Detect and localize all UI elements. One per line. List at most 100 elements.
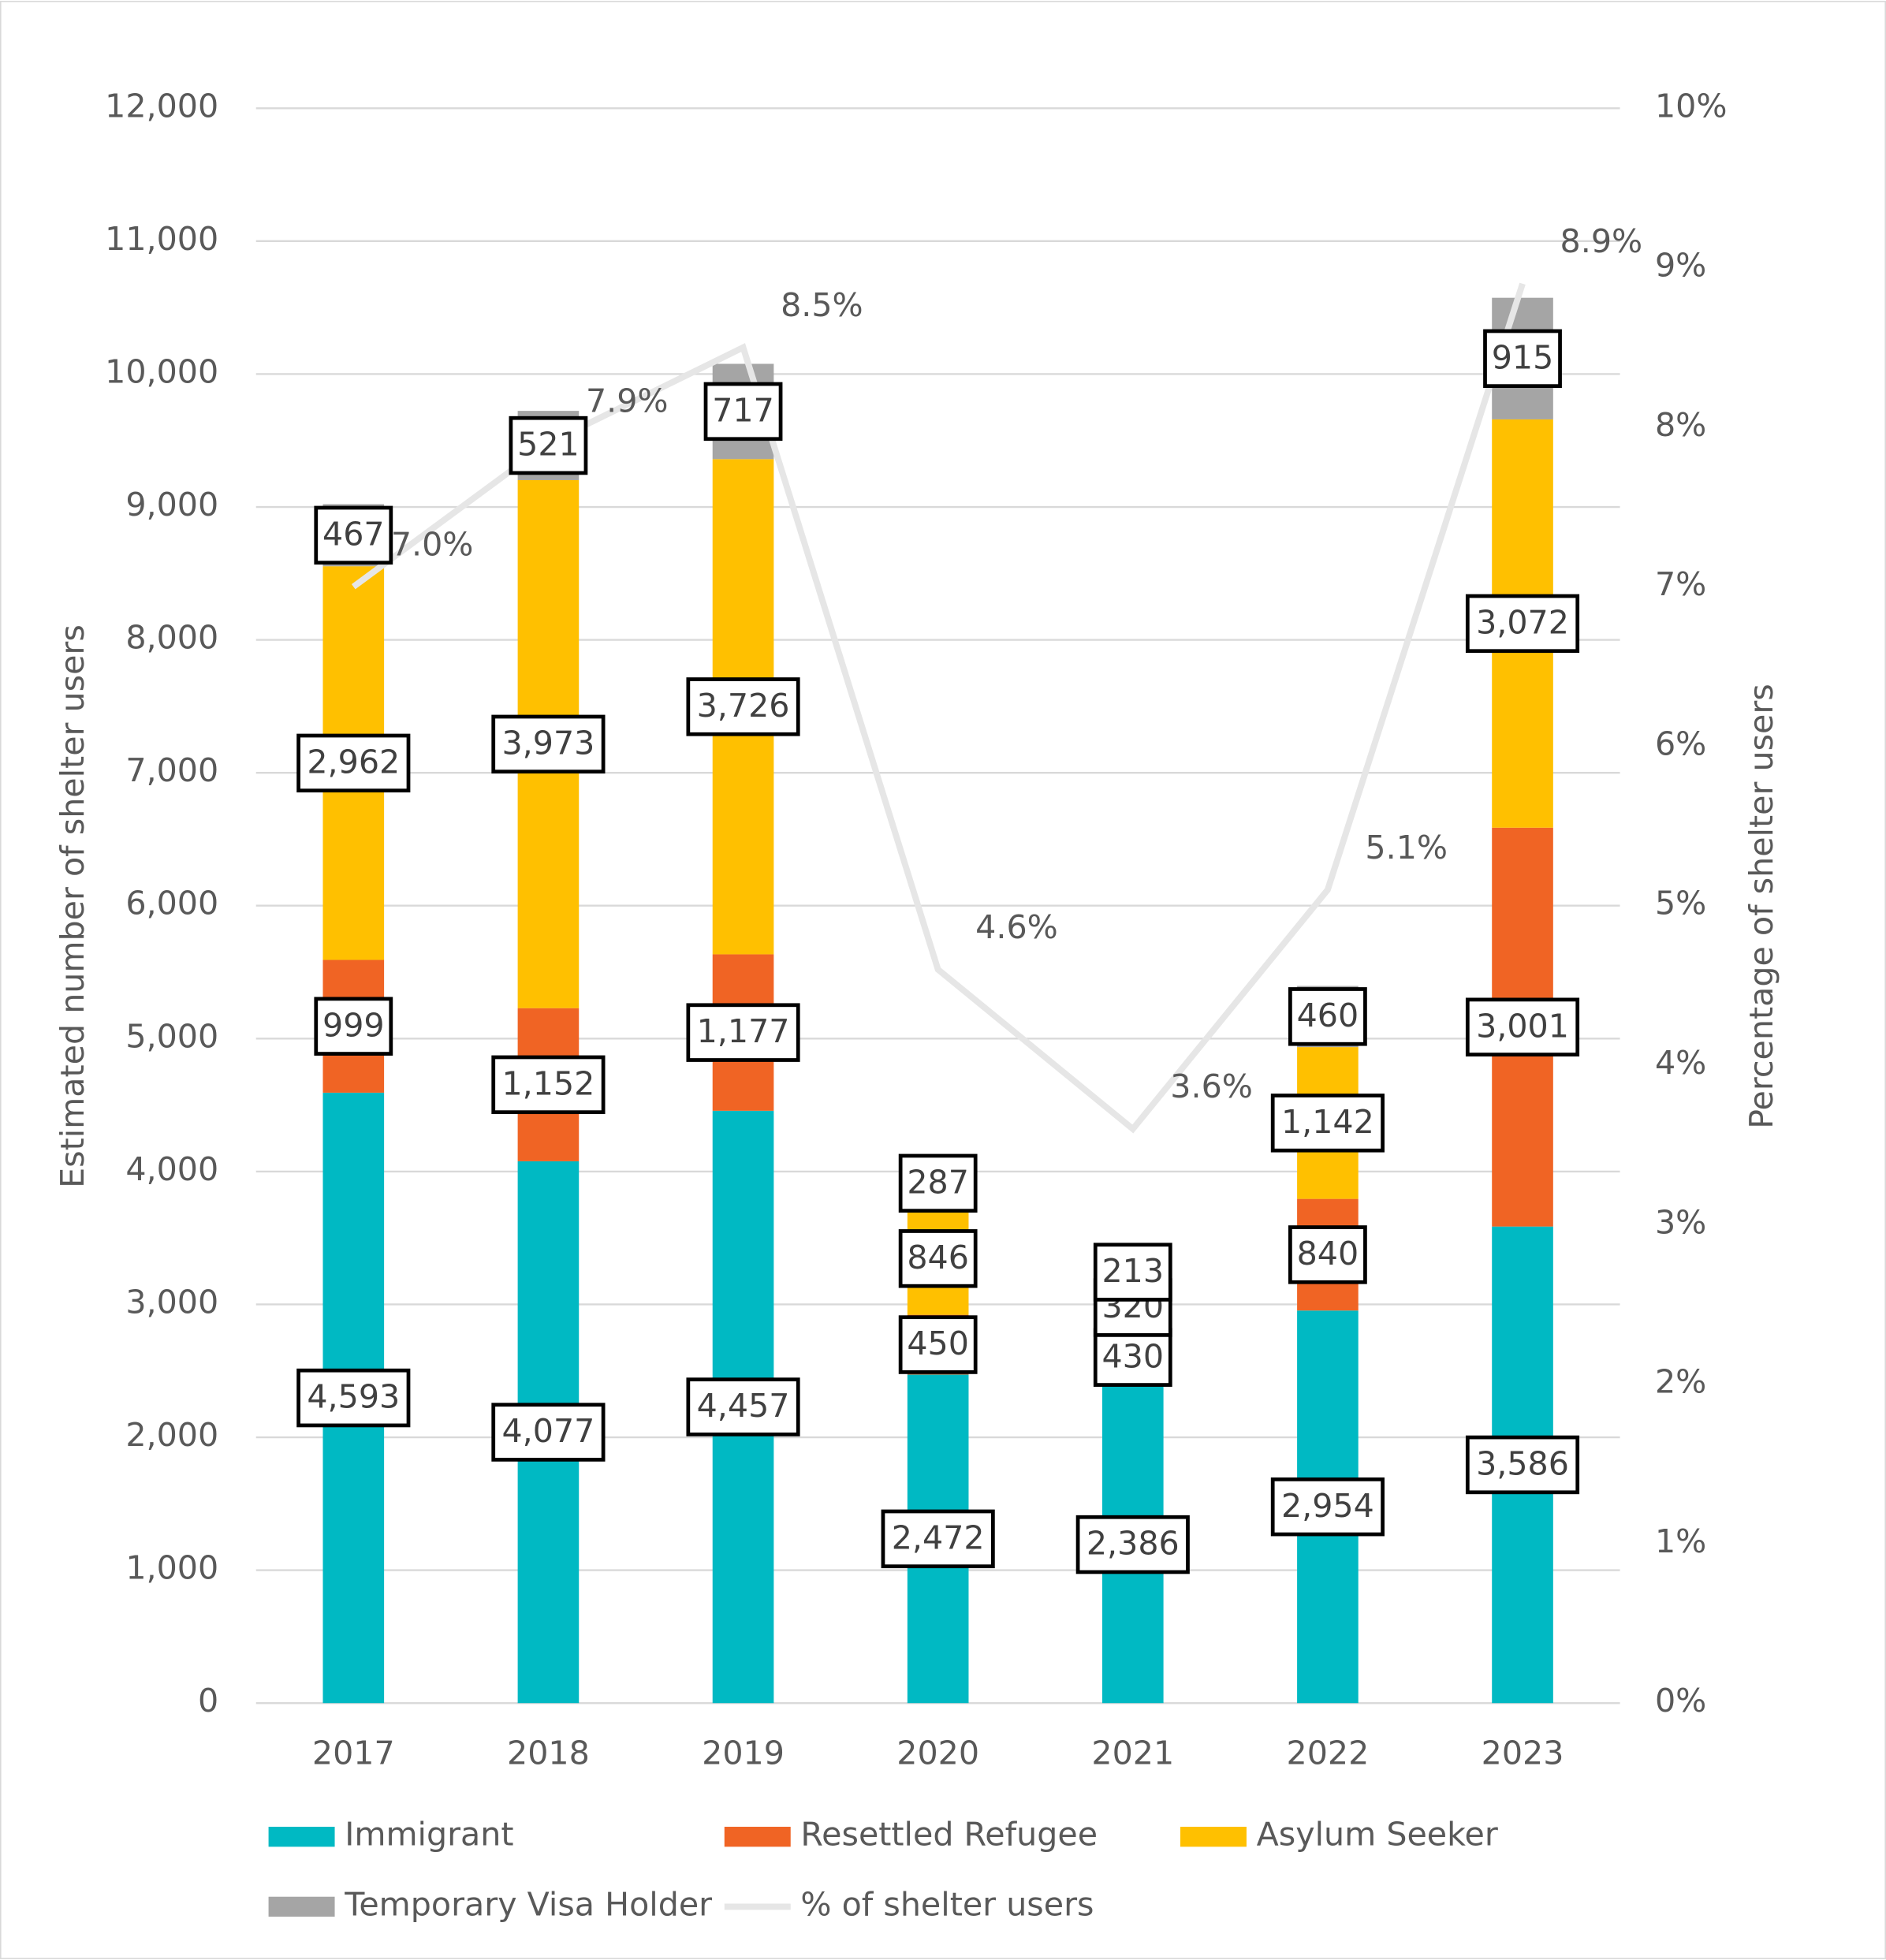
label-box [898,1229,978,1288]
bar-value-label: 430 [1101,1337,1164,1375]
bar-value-label: 2,962 [307,743,400,781]
x-tick-label: 2023 [1482,1735,1564,1772]
label-box [1465,997,1580,1056]
label-box [314,505,393,565]
y2-tick-label: 6% [1655,725,1706,762]
x-tick-label: 2020 [896,1735,979,1772]
y2-tick-label: 2% [1655,1363,1706,1401]
label-box [491,714,606,774]
bar-value-label: 4,457 [697,1387,790,1425]
label-box [703,382,783,442]
label-box [898,1153,978,1213]
label-box [686,677,800,736]
label-box [491,1055,606,1115]
legend-swatch [724,1827,791,1847]
label-box [881,1509,995,1569]
y-tick-label: 12,000 [105,87,218,125]
bar-value-label: 1,177 [697,1012,790,1050]
y-tick-label: 6,000 [125,885,218,922]
legend-label: Asylum Seeker [1257,1816,1498,1854]
bar-value-label: 1,142 [1281,1103,1374,1141]
y2-tick-label: 0% [1655,1682,1706,1720]
legend-swatch [1180,1827,1247,1847]
y-tick-label: 3,000 [125,1283,218,1321]
bar-value-label: 999 [322,1006,385,1044]
x-tick-label: 2019 [702,1735,785,1772]
label-box [686,1377,800,1436]
line-value-label: 7.9% [586,382,669,419]
label-box [898,1315,978,1374]
bar-value-label: 3,726 [697,687,790,725]
y2-tick-label: 5% [1655,885,1706,922]
bar-value-label: 846 [907,1239,969,1276]
label-box [509,415,588,475]
y-tick-label: 11,000 [105,220,218,258]
bar-value-label: 2,472 [892,1518,985,1556]
y2-tick-label: 3% [1655,1203,1706,1241]
line-value-label: 8.9% [1560,222,1643,260]
y2-tick-label: 4% [1655,1044,1706,1082]
bar-value-label: 521 [517,426,580,464]
y-tick-label: 7,000 [125,751,218,789]
y-tick-label: 2,000 [125,1416,218,1454]
y2-tick-label: 1% [1655,1522,1706,1560]
y2-tick-label: 7% [1655,565,1706,603]
bar-value-label: 3,973 [501,724,594,762]
line-value-label: 3.6% [1170,1068,1253,1105]
x-tick-label: 2018 [507,1735,590,1772]
x-tick-label: 2022 [1287,1735,1370,1772]
bar-value-label: 2,954 [1281,1487,1374,1525]
bar-value-label: 213 [1101,1252,1164,1290]
bar-value-label: 3,001 [1476,1007,1569,1045]
y2-tick-label: 8% [1655,406,1706,444]
line-value-label: 5.1% [1365,829,1448,866]
y-tick-label: 1,000 [125,1549,218,1587]
bar-value-label: 717 [712,391,774,429]
y-tick-label: 8,000 [125,619,218,657]
y-tick-label: 5,000 [125,1017,218,1055]
bar-value-label: 467 [322,515,385,553]
label-box [1075,1515,1190,1574]
legend-swatch [268,1827,335,1847]
bar-value-label: 3,586 [1476,1445,1569,1483]
x-tick-label: 2017 [312,1735,395,1772]
label-box [1270,1094,1385,1153]
label-box [1093,1243,1172,1302]
bar-value-label: 840 [1297,1235,1359,1273]
label-box [1288,987,1367,1046]
label-box [686,1003,800,1062]
bar-value-label: 287 [907,1163,969,1201]
bar-value-label: 460 [1297,997,1359,1034]
label-box [491,1403,606,1462]
label-box [1465,1435,1580,1495]
y-tick-label: 10,000 [105,352,218,390]
bar-value-label: 915 [1492,338,1554,376]
legend-label: Resettled Refugee [800,1816,1098,1854]
legend-swatch [268,1896,335,1917]
label-box [1465,594,1580,654]
label-box [1483,329,1562,389]
y-tick-label: 4,000 [125,1150,218,1188]
line-value-label: 4.6% [975,908,1058,946]
y2-tick-label: 10% [1655,87,1728,125]
bar-value-label: 4,077 [501,1412,594,1450]
label-box [314,997,393,1056]
legend-label: % of shelter users [800,1885,1094,1923]
label-box [1288,1225,1367,1284]
y-axis-title: Estimated number of shelter users [54,624,91,1188]
legend-label: Immigrant [345,1816,513,1854]
y2-axis-title: Percentage of shelter users [1742,684,1780,1129]
legend-label: Temporary Visa Holder [344,1885,712,1923]
label-box [296,1368,411,1428]
line-value-label: 7.0% [391,525,474,563]
line-value-label: 8.5% [781,286,863,324]
label-box [296,733,411,793]
bar-value-label: 450 [907,1325,969,1362]
bar-value-label: 3,072 [1476,603,1569,641]
y2-tick-label: 9% [1655,247,1706,285]
bar-value-label: 4,593 [307,1378,400,1416]
x-tick-label: 2021 [1091,1735,1174,1772]
label-box [1270,1477,1385,1537]
